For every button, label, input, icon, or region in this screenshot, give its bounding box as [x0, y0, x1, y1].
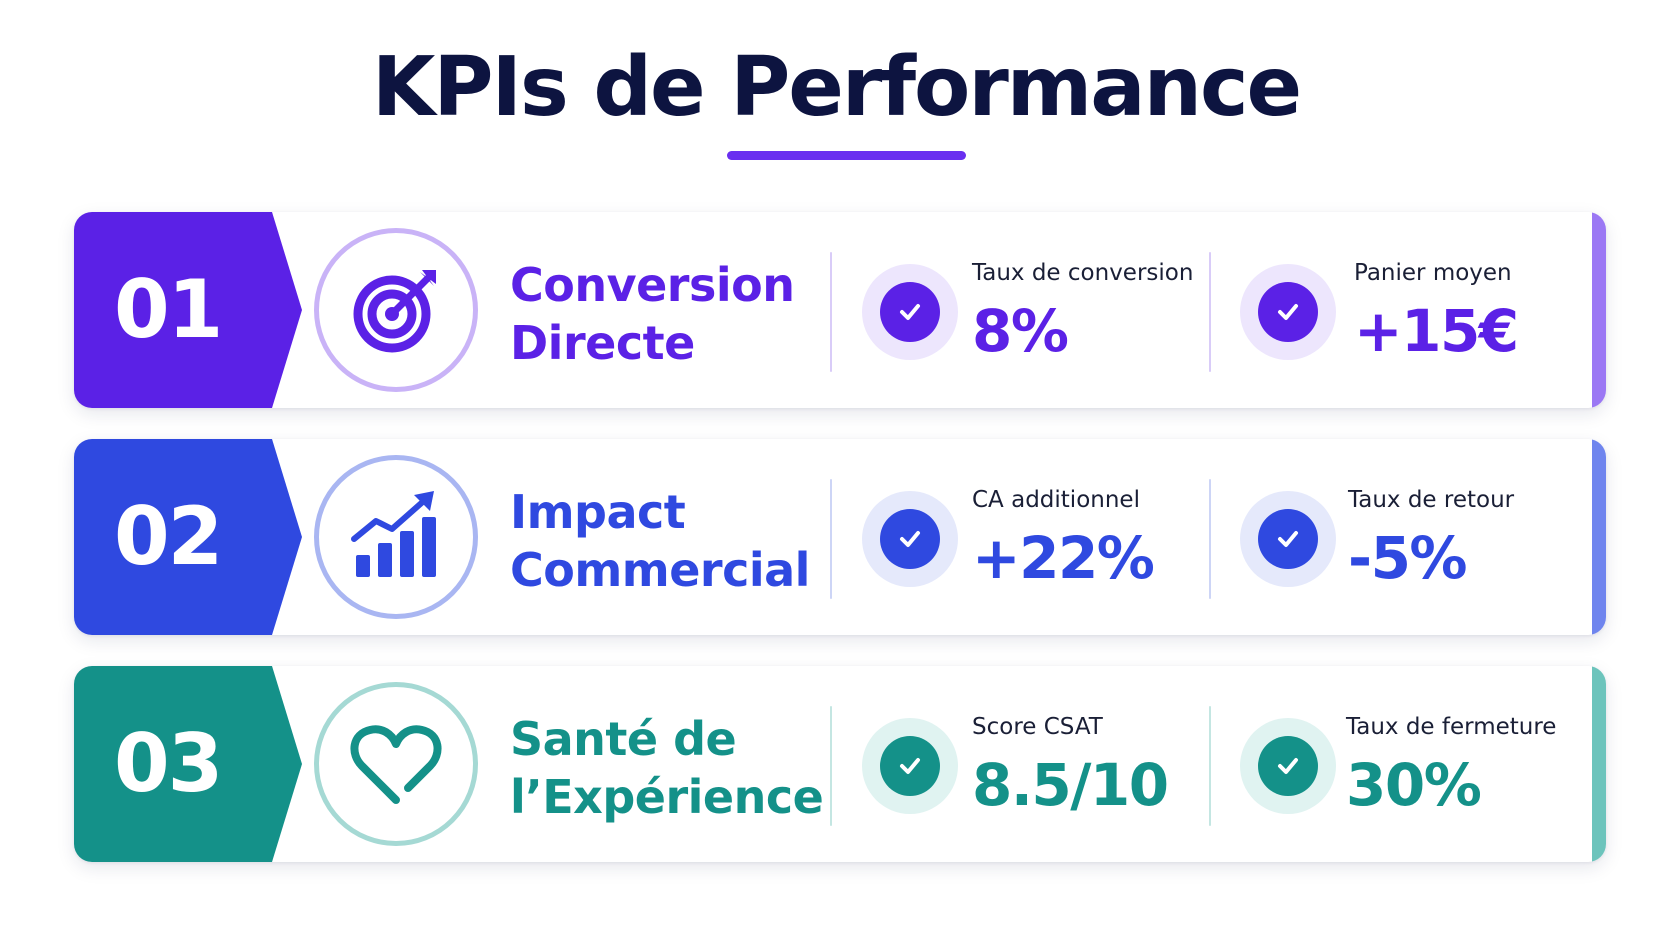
check-icon	[880, 736, 940, 796]
divider	[830, 252, 832, 372]
divider	[1209, 706, 1211, 826]
kpi-label: CA additionnel	[972, 487, 1140, 513]
heart-icon	[350, 725, 442, 804]
check-icon	[1258, 282, 1318, 342]
kpi-card-conversion: 01 Conversion Directe Taux de conversion…	[74, 212, 1606, 408]
divider	[1209, 479, 1211, 599]
category-title-line2: Directe	[510, 316, 695, 370]
icon-ring	[314, 682, 478, 846]
kpi-value: +15€	[1354, 297, 1519, 365]
kpi-label: Score CSAT	[972, 714, 1103, 740]
check-halo	[862, 264, 958, 360]
kpi-card-experience: 03 Santé de l’Expérience Score CSAT 8.5/…	[74, 666, 1606, 862]
card-number-block: 01	[74, 212, 302, 408]
kpi-value: 8.5/10	[972, 751, 1169, 819]
card-number: 02	[114, 490, 223, 583]
page-title: KPIs de Performance	[371, 40, 1302, 135]
category-title-line1: Santé de	[510, 712, 737, 766]
check-icon	[1258, 509, 1318, 569]
kpi-label: Taux de retour	[1348, 487, 1515, 513]
check-halo	[1240, 718, 1336, 814]
kpi-label: Taux de conversion	[972, 260, 1194, 286]
icon-ring	[314, 455, 478, 619]
check-icon	[880, 509, 940, 569]
divider	[830, 479, 832, 599]
target-icon	[353, 270, 436, 353]
card-accent-bar	[1592, 666, 1606, 862]
card-number: 01	[114, 263, 223, 356]
icon-ring	[314, 228, 478, 392]
category-title-line2: l’Expérience	[510, 770, 824, 824]
kpi-value: +22%	[972, 524, 1155, 592]
kpi-value: 30%	[1346, 751, 1482, 819]
category-title-line1: Impact	[510, 485, 686, 539]
check-halo	[862, 718, 958, 814]
card-number: 03	[114, 717, 223, 810]
card-number-block: 02	[74, 439, 302, 635]
bar-chart-trend-icon	[351, 491, 436, 577]
category-title: Santé de l’Expérience	[510, 710, 824, 826]
check-halo	[862, 491, 958, 587]
kpi-label: Taux de fermeture	[1346, 714, 1557, 740]
card-number-block: 03	[74, 666, 302, 862]
kpi-card-commercial: 02 Impact Commercial CA additionnel +22%	[74, 439, 1606, 635]
kpi-label: Panier moyen	[1354, 260, 1512, 286]
divider	[1209, 252, 1211, 372]
category-title: Impact Commercial	[510, 483, 810, 599]
divider	[830, 706, 832, 826]
check-icon	[1258, 736, 1318, 796]
card-accent-bar	[1592, 212, 1606, 408]
check-icon	[880, 282, 940, 342]
check-halo	[1240, 264, 1336, 360]
kpi-value: -5%	[1348, 524, 1468, 592]
category-title: Conversion Directe	[510, 256, 810, 372]
card-accent-bar	[1592, 439, 1606, 635]
category-title-line1: Conversion	[510, 258, 795, 312]
check-halo	[1240, 491, 1336, 587]
category-title-line2: Commercial	[510, 543, 810, 597]
kpi-value: 8%	[972, 297, 1069, 365]
title-underline	[727, 151, 966, 160]
